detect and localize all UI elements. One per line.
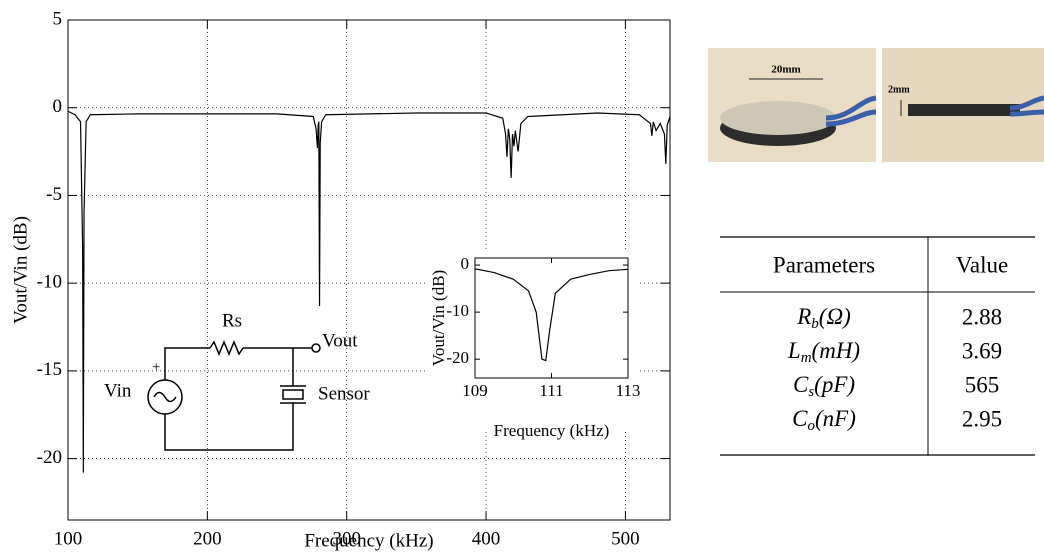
value: 565 [965, 372, 1000, 397]
circuit [147, 340, 321, 451]
y-tick-label: -10 [446, 301, 469, 320]
y-tick-label: -15 [37, 359, 62, 380]
source-label: Vin [104, 380, 132, 401]
parameter-unit: (Ω) [819, 304, 851, 329]
resistor-label: Rs [222, 310, 242, 331]
y-tick-label: 0 [461, 254, 470, 273]
x-tick-label: 400 [472, 528, 501, 549]
photo: 20mm 2mm [708, 48, 1044, 162]
x-axis-label: Frequency (kHz) [304, 530, 433, 551]
disk-side [908, 104, 1020, 116]
parameter: Cs(pF) [793, 372, 855, 400]
x-axis-label: Frequency (kHz) [494, 421, 610, 440]
y-tick-label: 5 [53, 8, 63, 29]
x-tick-label: 111 [539, 381, 563, 400]
parameter-symbol: C [792, 406, 808, 431]
value: 2.95 [962, 406, 1002, 431]
source-wave [153, 391, 177, 403]
chart: 0 -10 -20 109 111 113 Frequency (kHz) Vout/Vin … [425, 250, 640, 440]
parameter-symbol: R [796, 304, 811, 329]
parameter: Rb(Ω) [796, 304, 851, 332]
wire [164, 347, 210, 380]
x-tick-label: 100 [54, 528, 83, 549]
parameter-subscript: o [807, 418, 815, 434]
plot-frame [67, 19, 671, 521]
parameter-subscript: b [811, 316, 819, 332]
chart: 5 0 -5 -10 -15 -20 100 200 300 400 500 Frequency (k… [10, 8, 671, 551]
parameter: Co(nF) [792, 406, 856, 434]
output-label: Vout [322, 330, 358, 351]
sensor-label: Sensor [318, 383, 370, 404]
y-tick-label: -5 [46, 184, 62, 205]
table-header: Value [956, 252, 1008, 277]
charts: 5 0 -5 -10 -15 -20 100 200 300 400 500 Frequency (k… [10, 8, 671, 551]
value: 3.69 [962, 338, 1002, 363]
value: 2.88 [962, 304, 1002, 329]
y-axis-label: Vout/Vin (dB) [429, 270, 448, 366]
wire [164, 403, 294, 451]
polarity-label: + [152, 359, 160, 375]
sensor-crystal [282, 389, 304, 400]
x-tick-label: 113 [616, 381, 641, 400]
disk-face [720, 101, 836, 135]
parameter: Lm(mH) [787, 338, 860, 366]
terminal [311, 343, 321, 353]
plot-frame [474, 257, 629, 379]
parameter-unit: (pF) [814, 372, 855, 397]
y-tick-label: -20 [446, 348, 469, 367]
y-tick-label: -10 [37, 272, 62, 293]
parameter-symbol: C [793, 372, 809, 397]
y-tick-label: 0 [53, 96, 63, 117]
parameter-symbol: L [787, 338, 801, 363]
y-tick-label: -20 [37, 447, 62, 468]
x-tick-label: 109 [462, 381, 488, 400]
parameter-unit: (mH) [812, 338, 861, 363]
cable [1009, 95, 1044, 117]
cable [825, 95, 877, 127]
diameter-label: 20mm [771, 64, 800, 76]
parameter-unit: (nF) [815, 406, 856, 431]
data-line [474, 268, 629, 362]
table-header: Parameters [773, 252, 875, 277]
data-line [67, 110, 671, 473]
resistor [209, 340, 244, 356]
parameter-subscript: m [801, 350, 812, 366]
x-tick-label: 300 [332, 528, 361, 549]
x-tick-label: 200 [193, 528, 222, 549]
inset-background [425, 250, 640, 432]
thickness-label: 2mm [888, 84, 910, 95]
source [147, 379, 183, 415]
x-tick-label: 500 [611, 528, 640, 549]
parameter-subscript: s [808, 384, 814, 400]
y-axis-label: Vout/Vin (dB) [10, 216, 31, 324]
table: Parameters Value Rb(Ω) 2.88 Lm(mH) 3.69 Cs(pF)… [720, 236, 1035, 456]
